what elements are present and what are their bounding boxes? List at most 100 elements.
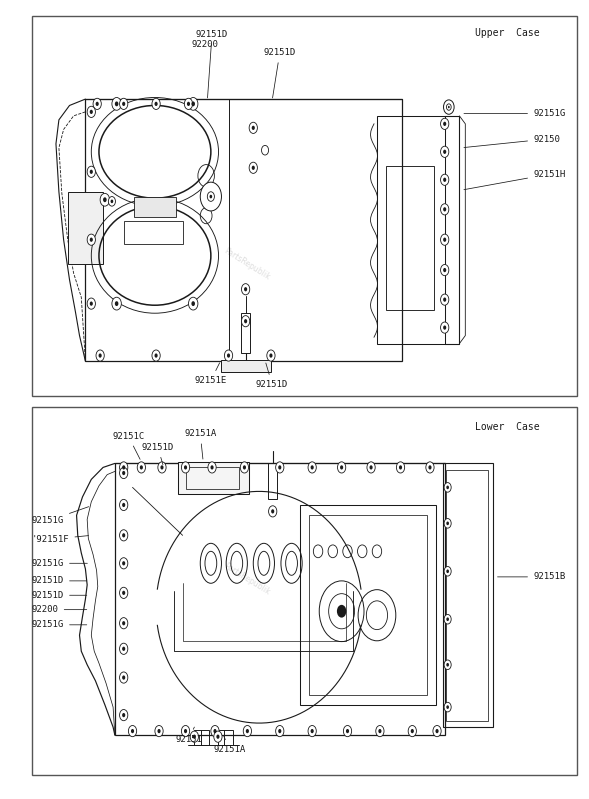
Bar [218, 730, 233, 745]
Circle shape [211, 725, 219, 737]
Text: Upper  Case: Upper Case [475, 28, 540, 38]
Text: 92151G: 92151G [32, 620, 87, 630]
Circle shape [122, 590, 125, 595]
Circle shape [446, 618, 449, 621]
Circle shape [446, 706, 449, 709]
Circle shape [131, 729, 134, 733]
Circle shape [191, 301, 195, 306]
Circle shape [369, 465, 373, 470]
Circle shape [112, 297, 121, 310]
Circle shape [441, 174, 449, 185]
Circle shape [446, 522, 449, 525]
Text: 92151G: 92151G [464, 109, 565, 118]
Text: 92151D: 92151D [142, 443, 174, 465]
Circle shape [157, 729, 161, 733]
Circle shape [241, 316, 250, 327]
Circle shape [95, 101, 99, 106]
Circle shape [120, 98, 128, 109]
Circle shape [120, 462, 128, 473]
Circle shape [214, 731, 222, 742]
Circle shape [426, 462, 434, 473]
Circle shape [200, 182, 221, 211]
Circle shape [120, 499, 128, 511]
Bar [309, 515, 427, 695]
Circle shape [241, 284, 250, 295]
Circle shape [441, 146, 449, 157]
Circle shape [444, 483, 451, 492]
Circle shape [122, 621, 125, 626]
Circle shape [193, 734, 196, 739]
Circle shape [98, 353, 102, 358]
Circle shape [181, 462, 190, 473]
Circle shape [249, 122, 257, 133]
Circle shape [443, 325, 446, 330]
Circle shape [408, 725, 416, 737]
Circle shape [243, 725, 252, 737]
Circle shape [155, 725, 163, 737]
Circle shape [208, 462, 216, 473]
Circle shape [87, 166, 95, 177]
Circle shape [246, 729, 249, 733]
Circle shape [227, 353, 230, 358]
Circle shape [441, 234, 449, 245]
Circle shape [122, 101, 125, 106]
Text: 92151D: 92151D [32, 576, 87, 586]
Circle shape [154, 353, 158, 358]
Circle shape [267, 350, 275, 361]
Text: 92151: 92151 [175, 727, 202, 744]
Circle shape [87, 298, 95, 309]
Circle shape [343, 725, 352, 737]
Circle shape [120, 530, 128, 541]
Bar [32, 407, 577, 775]
Circle shape [443, 268, 446, 272]
Circle shape [396, 462, 405, 473]
Bar [32, 16, 577, 396]
Circle shape [269, 506, 277, 517]
Circle shape [249, 162, 257, 173]
Circle shape [120, 672, 128, 683]
Text: 92151A: 92151A [214, 736, 246, 754]
Circle shape [120, 710, 128, 721]
Circle shape [207, 192, 214, 201]
Circle shape [188, 297, 198, 310]
Circle shape [444, 519, 451, 528]
Circle shape [243, 465, 246, 470]
Circle shape [184, 98, 193, 109]
Circle shape [411, 729, 414, 733]
Circle shape [308, 462, 316, 473]
Circle shape [346, 729, 349, 733]
Text: 92151D: 92151D [32, 590, 87, 600]
Text: 92151A: 92151A [184, 429, 216, 459]
Bar [178, 462, 249, 494]
Circle shape [244, 319, 247, 324]
Bar [221, 360, 271, 372]
Circle shape [376, 725, 384, 737]
Circle shape [152, 350, 160, 361]
Circle shape [96, 350, 104, 361]
Circle shape [278, 465, 282, 470]
Circle shape [269, 353, 273, 358]
Text: 92151E: 92151E [195, 363, 227, 385]
Circle shape [210, 465, 214, 470]
Circle shape [122, 713, 125, 718]
Circle shape [278, 729, 282, 733]
Bar [443, 463, 493, 727]
Circle shape [158, 462, 166, 473]
Circle shape [87, 106, 95, 117]
Circle shape [443, 297, 446, 302]
Circle shape [90, 301, 93, 306]
Text: 92151H: 92151H [464, 169, 565, 189]
Circle shape [213, 729, 217, 733]
Circle shape [87, 234, 95, 245]
Circle shape [100, 193, 110, 206]
Circle shape [444, 614, 451, 624]
Circle shape [337, 605, 346, 618]
Circle shape [367, 462, 375, 473]
Circle shape [444, 566, 451, 576]
Circle shape [184, 729, 187, 733]
Circle shape [428, 465, 432, 470]
Circle shape [240, 462, 249, 473]
Circle shape [160, 465, 164, 470]
Circle shape [435, 729, 439, 733]
Circle shape [443, 177, 446, 182]
